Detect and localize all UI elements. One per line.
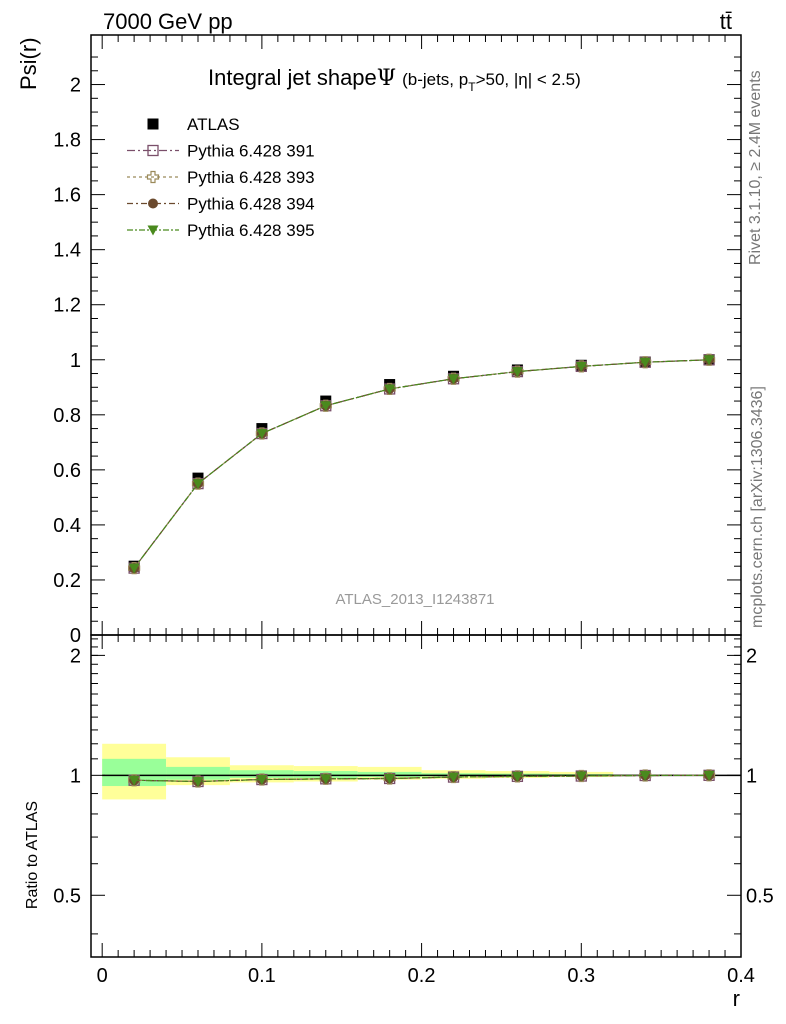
data-point: [384, 384, 396, 395]
ratio-y-tick-label: 1: [70, 765, 81, 787]
ratio-y-tick-label-right: 0.5: [746, 885, 774, 907]
ratio-data-point: [511, 771, 523, 782]
ratio-y-tick-label-right: 1: [746, 765, 757, 787]
series-line: [133, 359, 710, 569]
ratio-y-tick-label: 0.5: [53, 885, 81, 907]
x-axis-label: r: [733, 986, 740, 1011]
ratio-data-point: [639, 771, 651, 782]
ratio-data-point: [256, 775, 268, 786]
y-tick-label: 0.4: [53, 515, 81, 537]
x-tick-label: 0.1: [248, 965, 276, 987]
y-tick-label: 1.8: [53, 130, 81, 152]
ratio-y-tick-label-right: 2: [746, 645, 757, 667]
legend-label: Pythia 6.428 395: [187, 221, 315, 240]
series-line: [133, 359, 710, 569]
y-tick-label: 0: [70, 625, 81, 647]
mcplots-label: mcplots.cern.ch [arXiv:1306.3436]: [749, 386, 766, 628]
legend-entry: Pythia 6.428 394: [127, 195, 315, 214]
data-point: [639, 357, 651, 368]
stat-uncertainty-band: [166, 766, 230, 780]
ratio-data-point: [320, 774, 332, 785]
series-line: [133, 359, 710, 569]
series-line: [133, 359, 710, 569]
legend-label: Pythia 6.428 394: [187, 195, 315, 214]
data-point: [703, 355, 715, 366]
ratio-data-point: [703, 770, 715, 781]
legend-marker: [147, 144, 159, 157]
ratio-series-line: [134, 774, 710, 783]
ratio-data-point: [384, 773, 396, 784]
series-atlas: [128, 354, 715, 572]
ratio-series-pythia-6-428-395: [128, 770, 715, 787]
data-point: [256, 429, 268, 440]
ratio-data-point: [192, 776, 204, 787]
data-point: [511, 367, 523, 378]
legend-label: Pythia 6.428 391: [187, 142, 315, 161]
series-pythia-6-428-393: [128, 353, 716, 575]
rivet-version-label: Rivet 3.1.10, ≥ 2.4M events: [747, 70, 764, 265]
legend-marker: [148, 198, 158, 209]
y-tick-label: 2: [70, 75, 81, 97]
legend-entry: Pythia 6.428 391: [127, 142, 315, 161]
x-tick-label: 0.2: [408, 965, 436, 987]
y-tick-label: 1.4: [53, 240, 81, 262]
ratio-plot-panel: 0 0.1 0.2 0.3 0.4 0.5 0.5 1 1 2 2: [53, 634, 774, 987]
legend-marker: [147, 225, 159, 236]
process-label: tt̄: [720, 9, 732, 34]
plot-title: Integral jet shapeΨ (b-jets, pT>50, |η| <…: [208, 65, 581, 94]
legend-entry: ATLAS: [147, 115, 240, 134]
ratio-y-tick-label: 2: [70, 645, 81, 667]
ratio-data-point: [575, 771, 587, 782]
y-tick-label: 1.6: [53, 185, 81, 207]
data-point: [448, 374, 460, 385]
legend-label: ATLAS: [187, 115, 240, 134]
data-point: [575, 361, 587, 372]
y-tick-label: 0.8: [53, 405, 81, 427]
ratio-data-point: [448, 772, 460, 783]
main-y-axis-label: Psi(r): [16, 37, 41, 90]
data-point: [128, 563, 140, 574]
series-pythia-6-428-394: [129, 354, 715, 574]
ratio-plot-frame: [90, 634, 742, 958]
x-tick-label: 0.3: [567, 965, 595, 987]
legend-marker: [146, 170, 160, 184]
y-tick-label: 0.6: [53, 460, 81, 482]
y-tick-label: 0.2: [53, 570, 81, 592]
main-plot-panel: 0 0.2 0.4 0.6 0.8 1 1.2 1.4 1.6 1.8 2: [53, 34, 742, 647]
ratio-y-axis-label: Ratio to ATLAS: [24, 801, 41, 909]
legend-entry: Pythia 6.428 393: [127, 168, 315, 187]
ratio-data-point: [128, 775, 140, 786]
data-point: [320, 401, 332, 412]
legend-marker: [147, 118, 159, 130]
y-tick-label: 1.2: [53, 295, 81, 317]
legend-label: Pythia 6.428 393: [187, 168, 315, 187]
data-point: [192, 479, 204, 490]
x-tick-label: 0: [97, 965, 108, 987]
legend-entry: Pythia 6.428 395: [127, 221, 315, 240]
x-tick-label: 0.4: [727, 965, 755, 987]
series-pythia-6-428-395: [128, 355, 715, 574]
analysis-watermark: ATLAS_2013_I1243871: [335, 591, 494, 608]
legend: ATLAS Pythia 6.428 391 Pythia 6.428 393 Pyt…: [127, 115, 315, 240]
energy-label: 7000 GeV pp: [103, 9, 233, 34]
series-pythia-6-428-391: [128, 354, 715, 574]
y-tick-label: 1: [70, 350, 81, 372]
